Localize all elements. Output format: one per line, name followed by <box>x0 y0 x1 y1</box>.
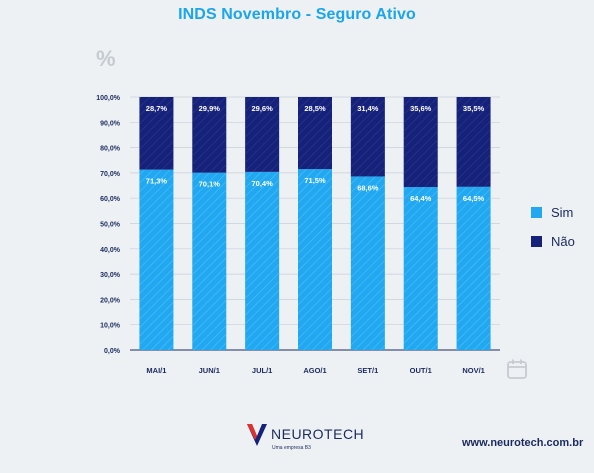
data-label-nao: 35,5% <box>463 104 485 113</box>
bar-hatch-sim <box>245 171 280 350</box>
data-label-sim: 70,1% <box>199 180 221 189</box>
bar-hatch-sim <box>298 169 332 350</box>
y-tick-label: 30,0% <box>100 272 121 279</box>
data-label-sim: 70,4% <box>252 179 274 188</box>
bar-hatch-nao <box>245 97 280 172</box>
y-tick-label: 10,0% <box>100 323 121 330</box>
bar-hatch-sim <box>350 176 385 350</box>
y-tick-label: 60,0% <box>100 196 121 203</box>
x-tick-label: AGO/1 <box>303 366 326 375</box>
bar-hatch-nao <box>139 97 174 170</box>
y-tick-label: 80,0% <box>100 146 121 153</box>
x-tick-label: NOV/1 <box>462 366 485 375</box>
x-tick-label: SET/1 <box>357 366 378 375</box>
chart-title: INDS Novembro - Seguro Ativo <box>178 6 416 23</box>
data-label-nao: 35,6% <box>410 104 432 113</box>
neurotech-logo-mark <box>247 424 267 446</box>
data-label-sim: 64,5% <box>463 194 485 203</box>
data-label-nao: 28,5% <box>304 104 326 113</box>
legend-item-nao: Não <box>531 233 575 249</box>
data-label-sim: 68,6% <box>357 183 379 192</box>
legend-label-sim: Sim <box>551 204 574 220</box>
x-tick-label: MAI/1 <box>146 366 166 375</box>
bar-hatch-nao <box>192 97 227 173</box>
data-label-nao: 29,9% <box>199 104 221 113</box>
x-tick-label: JUL/1 <box>252 366 272 375</box>
legend-item-sim: Sim <box>531 204 575 220</box>
chart-legend: Sim Não <box>531 204 575 262</box>
legend-label-nao: Não <box>551 233 575 249</box>
bar-hatch-sim <box>456 186 491 350</box>
neurotech-logo: NEUROTECH Uma empresa B3 <box>245 418 364 458</box>
data-label-sim: 64,4% <box>410 194 432 203</box>
y-tick-label: 0,0% <box>104 348 121 355</box>
bar-hatch-nao <box>298 97 332 170</box>
percent-icon: % <box>96 46 116 71</box>
legend-swatch-sim <box>531 206 542 218</box>
bar-hatch-nao <box>403 97 438 188</box>
data-label-sim: 71,5% <box>304 176 326 185</box>
legend-swatch-nao <box>531 235 542 247</box>
calendar-icon <box>507 359 527 379</box>
data-label-nao: 28,7% <box>146 104 168 113</box>
bar-hatch-nao <box>350 97 385 177</box>
y-tick-label: 50,0% <box>100 222 121 229</box>
y-tick-label: 40,0% <box>100 247 121 254</box>
data-label-sim: 71,3% <box>146 177 168 186</box>
data-label-nao: 29,6% <box>252 104 274 113</box>
bar-hatch-sim <box>403 187 438 350</box>
y-tick-label: 100,0% <box>96 95 121 102</box>
brand-subtitle: Uma empresa B3 <box>272 445 311 451</box>
brand-name: NEUROTECH <box>271 426 365 442</box>
x-tick-label: OUT/1 <box>410 366 432 375</box>
y-tick-label: 70,0% <box>100 171 121 178</box>
bar-hatch-nao <box>456 97 491 187</box>
y-tick-label: 90,0% <box>100 120 121 127</box>
y-tick-label: 20,0% <box>100 297 121 304</box>
bar-hatch-sim <box>192 172 227 350</box>
website-link[interactable]: www.neurotech.com.br <box>462 437 584 449</box>
bar-hatch-sim <box>139 169 174 350</box>
x-tick-label: JUN/1 <box>199 366 220 375</box>
data-label-nao: 31,4% <box>357 104 379 113</box>
